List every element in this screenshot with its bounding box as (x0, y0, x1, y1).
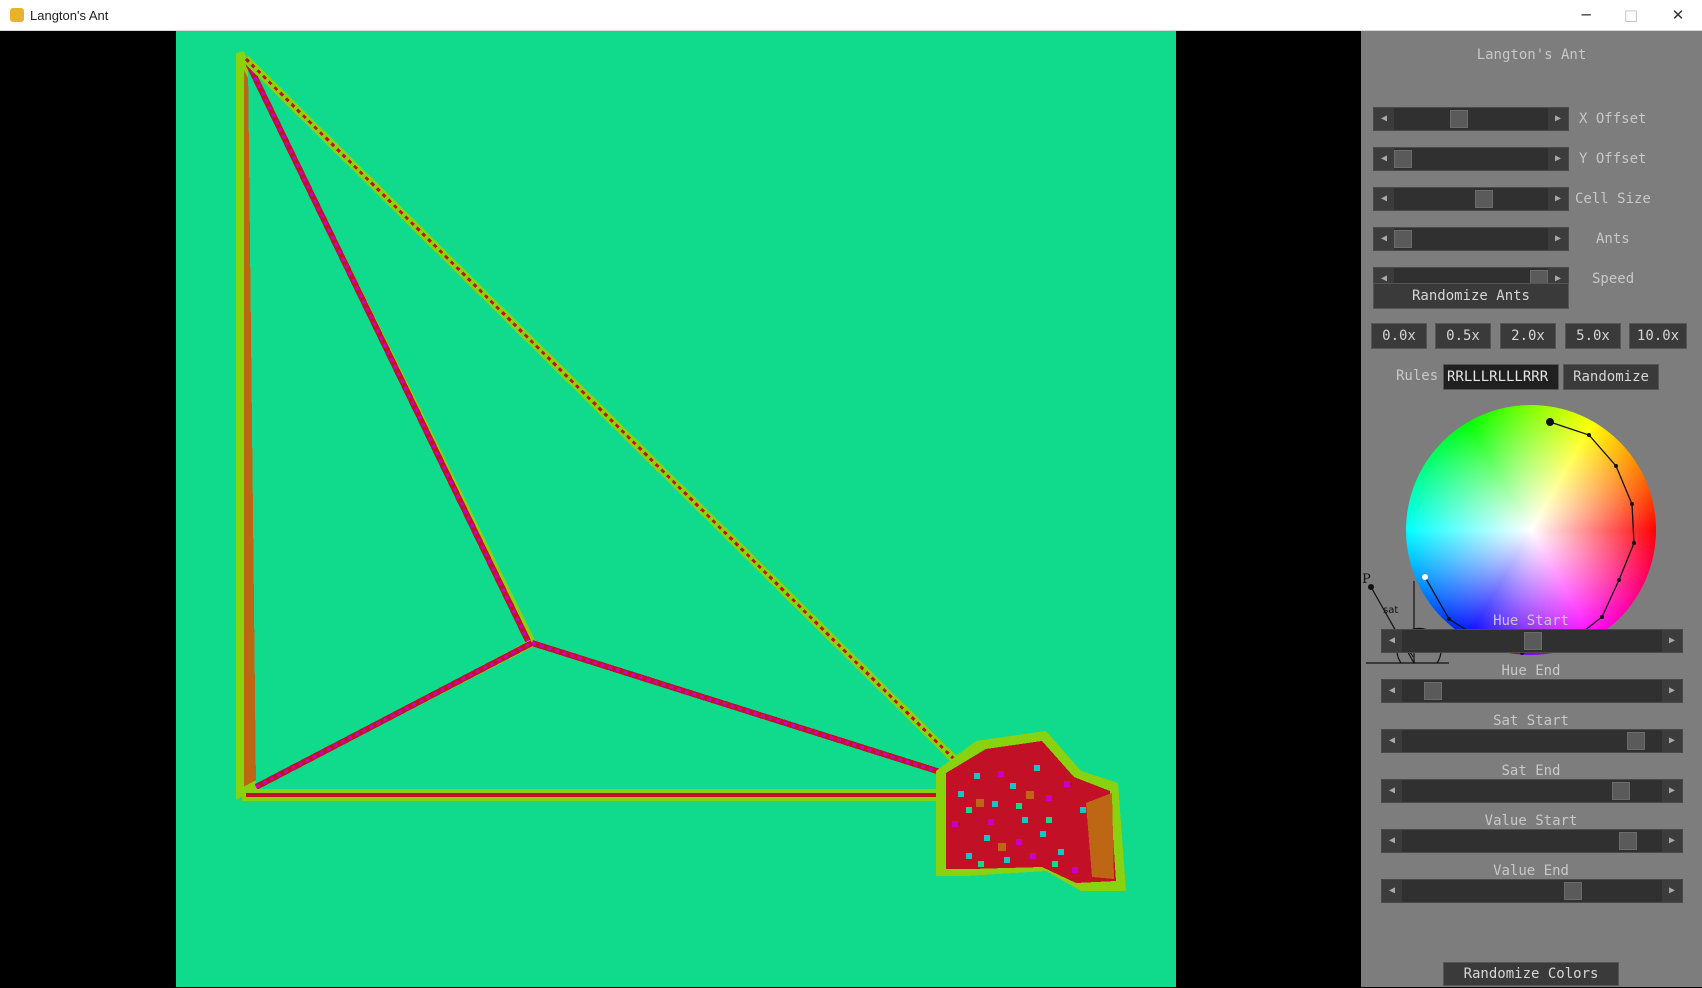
window-title: Langton's Ant (30, 8, 109, 23)
value-end-label: Value End (1493, 863, 1569, 879)
slider-left-arrow-icon[interactable]: ◀ (1374, 188, 1394, 210)
slider-left-arrow-icon[interactable]: ◀ (1374, 228, 1394, 250)
close-button[interactable]: ✕ (1671, 6, 1685, 24)
rules-label: Rules (1396, 368, 1439, 384)
value-end-slider[interactable]: ◀ ▶ (1381, 879, 1683, 903)
cell-size-slider[interactable]: ◀ ▶ (1373, 187, 1569, 211)
app-icon (10, 8, 24, 22)
slider-right-arrow-icon[interactable]: ▶ (1548, 228, 1568, 250)
slider-thumb[interactable] (1627, 732, 1645, 750)
slider-left-arrow-icon[interactable]: ◀ (1382, 830, 1402, 852)
diagram-sat-label: sat (1383, 605, 1398, 616)
slider-thumb[interactable] (1564, 882, 1582, 900)
slider-thumb[interactable] (1619, 832, 1637, 850)
speed-10x-button[interactable]: 10.0x (1629, 323, 1687, 349)
slider-thumb[interactable] (1475, 190, 1493, 208)
slider-thumb[interactable] (1524, 632, 1542, 650)
slider-right-arrow-icon[interactable]: ▶ (1662, 880, 1682, 902)
rules-input[interactable]: RRLLLRLLLRRR (1443, 364, 1559, 390)
y-offset-label: Y Offset (1579, 151, 1647, 167)
slider-right-arrow-icon[interactable]: ▶ (1662, 830, 1682, 852)
hue-end-slider[interactable]: ◀ ▶ (1381, 679, 1683, 703)
slider-left-arrow-icon[interactable]: ◀ (1382, 880, 1402, 902)
y-offset-slider[interactable]: ◀ ▶ (1373, 147, 1569, 171)
slider-left-arrow-icon[interactable]: ◀ (1382, 780, 1402, 802)
value-start-slider[interactable]: ◀ ▶ (1381, 829, 1683, 853)
hue-start-label: Hue Start (1493, 613, 1569, 629)
cell-size-label: Cell Size (1575, 191, 1651, 207)
sat-start-label: Sat Start (1493, 713, 1569, 729)
slider-left-arrow-icon[interactable]: ◀ (1374, 148, 1394, 170)
slider-right-arrow-icon[interactable]: ▶ (1662, 680, 1682, 702)
value-start-label: Value Start (1484, 813, 1578, 829)
slider-right-arrow-icon[interactable]: ▶ (1548, 188, 1568, 210)
hue-end-label: Hue End (1501, 663, 1561, 679)
slider-left-arrow-icon[interactable]: ◀ (1382, 680, 1402, 702)
slider-left-arrow-icon[interactable]: ◀ (1382, 730, 1402, 752)
slider-thumb[interactable] (1450, 110, 1468, 128)
slider-right-arrow-icon[interactable]: ▶ (1548, 148, 1568, 170)
sat-end-label: Sat End (1501, 763, 1561, 779)
slider-left-arrow-icon[interactable]: ◀ (1374, 108, 1394, 130)
speed-label: Speed (1592, 271, 1635, 287)
slider-thumb[interactable] (1394, 230, 1412, 248)
speed-5x-button[interactable]: 5.0x (1565, 323, 1621, 349)
slider-right-arrow-icon[interactable]: ▶ (1662, 780, 1682, 802)
randomize-rules-button[interactable]: Randomize (1563, 364, 1659, 390)
randomize-colors-button[interactable]: Randomize Colors (1443, 962, 1619, 986)
ants-slider[interactable]: ◀ ▶ (1373, 227, 1569, 251)
slider-thumb[interactable] (1612, 782, 1630, 800)
diagram-p-label: P (1362, 572, 1371, 587)
ants-label: Ants (1596, 231, 1630, 247)
sat-start-slider[interactable]: ◀ ▶ (1381, 729, 1683, 753)
speed-2x-button[interactable]: 2.0x (1500, 323, 1556, 349)
hue-start-slider[interactable]: ◀ ▶ (1381, 629, 1683, 653)
sat-end-slider[interactable]: ◀ ▶ (1381, 779, 1683, 803)
slider-right-arrow-icon[interactable]: ▶ (1548, 108, 1568, 130)
slider-thumb[interactable] (1394, 150, 1412, 168)
title-bar: Langton's Ant ─ □ ✕ (0, 0, 1702, 31)
ant-grid-canvas[interactable] (176, 31, 1176, 987)
x-offset-label: X Offset (1579, 111, 1647, 127)
minimize-button[interactable]: ─ (1581, 6, 1591, 24)
slider-thumb[interactable] (1424, 682, 1442, 700)
hue-end-handle (1422, 574, 1428, 580)
randomize-ants-button[interactable]: Randomize Ants (1373, 283, 1569, 309)
color-wheel[interactable] (1406, 405, 1656, 655)
control-panel: Langton's Ant ◀ ▶ X Offset ◀ ▶ Y Offset … (1361, 31, 1702, 987)
speed-0x-button[interactable]: 0.0x (1371, 323, 1427, 349)
slider-right-arrow-icon[interactable]: ▶ (1662, 730, 1682, 752)
hue-start-handle (1546, 418, 1554, 426)
slider-left-arrow-icon[interactable]: ◀ (1382, 630, 1402, 652)
slider-right-arrow-icon[interactable]: ▶ (1662, 630, 1682, 652)
panel-title: Langton's Ant (1476, 47, 1587, 63)
x-offset-slider[interactable]: ◀ ▶ (1373, 107, 1569, 131)
speed-0-5x-button[interactable]: 0.5x (1435, 323, 1491, 349)
maximize-button[interactable]: □ (1623, 6, 1639, 24)
